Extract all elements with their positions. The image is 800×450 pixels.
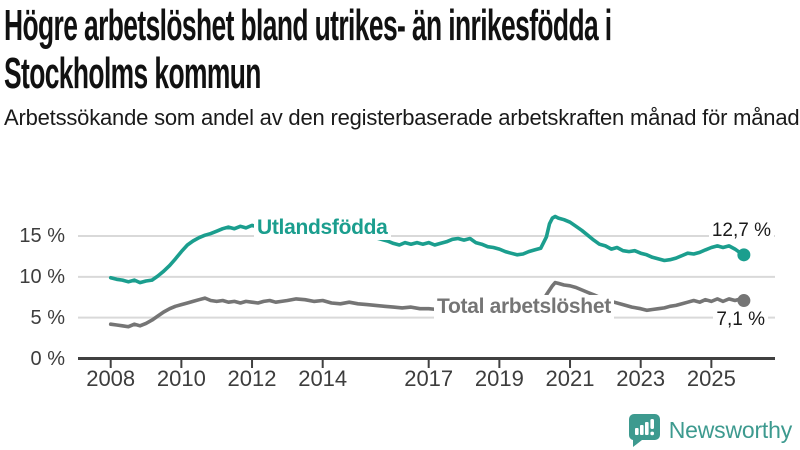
end-value-label-total: 7,1 %: [713, 309, 768, 331]
x-axis-tick-label: 2008: [86, 366, 136, 391]
x-axis-tick-label: 2025: [686, 366, 736, 391]
end-value-label-utlandsfodda: 12,7 %: [708, 220, 774, 242]
series-end-dot-1: [737, 294, 751, 308]
data-series: [108, 214, 746, 329]
x-axis-tick-label: 2017: [404, 366, 454, 391]
end-point-dots: [737, 248, 751, 308]
y-axis-tick-label: 0 %: [30, 347, 65, 370]
series-label-utlandsfodda: Utlandsfödda: [254, 216, 391, 240]
gridlines: [78, 235, 775, 319]
newsworthy-logo-text: Newsworthy: [668, 416, 792, 443]
chart-subtitle: Arbetssökande som andel av den registerb…: [4, 105, 800, 130]
y-axis-tick-label: 10 %: [19, 265, 65, 288]
newsworthy-logo: Newsworthy: [628, 412, 792, 448]
x-axis-tick-label: 2019: [474, 366, 524, 391]
x-axis-tick-label: 2010: [156, 366, 206, 391]
x-axis-tick-label: 2023: [616, 366, 666, 391]
x-axis-tick-label: 2012: [227, 366, 277, 391]
newsworthy-logo-icon: [628, 414, 660, 447]
series-end-dot-0: [737, 248, 751, 262]
y-axis-tick-label: 5 %: [30, 306, 65, 329]
x-axis: [78, 357, 775, 368]
x-axis-tick-label: 2014: [298, 366, 348, 391]
x-axis-tick-label: 2021: [545, 366, 595, 391]
series-label-total-arbetsloshet: Total arbetslöshet: [434, 295, 614, 319]
y-axis-tick-label: 15 %: [19, 225, 65, 248]
page-title: Högre arbetslöshet bland utrikes- än inr…: [4, 1, 612, 98]
series-line-1: [108, 280, 746, 329]
series-line-0: [108, 214, 746, 285]
